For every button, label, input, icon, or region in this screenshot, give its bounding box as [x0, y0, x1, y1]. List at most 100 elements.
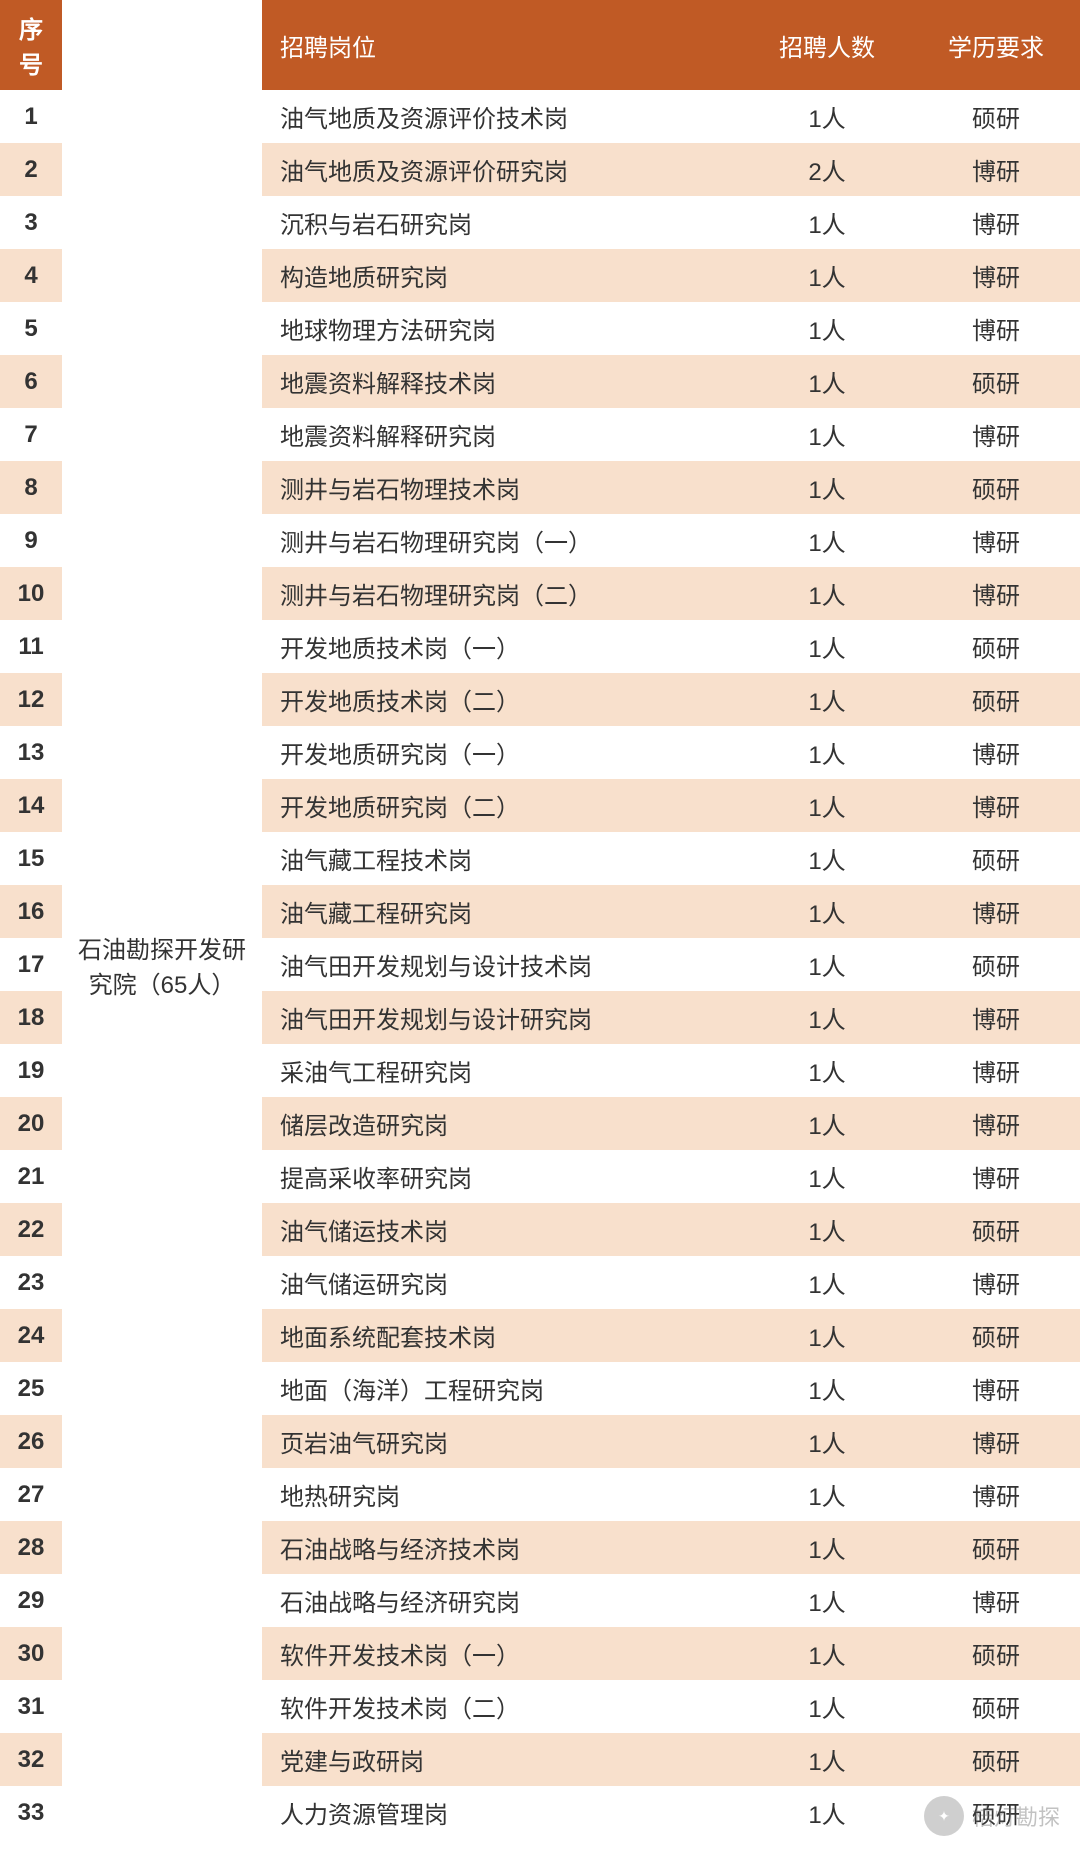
cell-number: 1人	[742, 832, 912, 885]
cell-index: 12	[0, 673, 62, 726]
cell-number: 1人	[742, 779, 912, 832]
cell-index: 22	[0, 1203, 62, 1256]
cell-position: 油气藏工程研究岗	[262, 885, 742, 938]
cell-index: 13	[0, 726, 62, 779]
cell-index: 9	[0, 514, 62, 567]
cell-position: 油气地质及资源评价技术岗	[262, 90, 742, 143]
cell-index: 16	[0, 885, 62, 938]
cell-position: 开发地质技术岗（二）	[262, 673, 742, 726]
cell-index: 14	[0, 779, 62, 832]
cell-number: 1人	[742, 90, 912, 143]
cell-index: 29	[0, 1574, 62, 1627]
cell-position: 油气储运技术岗	[262, 1203, 742, 1256]
cell-education: 博研	[912, 1574, 1080, 1627]
cell-number: 1人	[742, 355, 912, 408]
cell-education: 博研	[912, 1468, 1080, 1521]
cell-education: 博研	[912, 196, 1080, 249]
cell-index: 19	[0, 1044, 62, 1097]
cell-education: 硕研	[912, 1680, 1080, 1733]
cell-index: 2	[0, 143, 62, 196]
cell-position: 油气田开发规划与设计研究岗	[262, 991, 742, 1044]
cell-education: 硕研	[912, 1309, 1080, 1362]
cell-education: 博研	[912, 408, 1080, 461]
cell-number: 1人	[742, 938, 912, 991]
cell-position: 油气藏工程技术岗	[262, 832, 742, 885]
cell-number: 1人	[742, 514, 912, 567]
cell-education: 博研	[912, 1150, 1080, 1203]
cell-position: 石油战略与经济技术岗	[262, 1521, 742, 1574]
cell-position: 页岩油气研究岗	[262, 1415, 742, 1468]
cell-index: 18	[0, 991, 62, 1044]
cell-number: 1人	[742, 1786, 912, 1839]
cell-number: 1人	[742, 1256, 912, 1309]
cell-position: 地球物理方法研究岗	[262, 302, 742, 355]
cell-education: 硕研	[912, 1627, 1080, 1680]
cell-position: 测井与岩石物理研究岗（二）	[262, 567, 742, 620]
watermark: ✦ 桔灯勘探	[924, 1796, 1060, 1836]
cell-position: 开发地质研究岗（一）	[262, 726, 742, 779]
cell-education: 博研	[912, 249, 1080, 302]
cell-index: 5	[0, 302, 62, 355]
table-body: 1石油勘探开发研究院（65人）油气地质及资源评价技术岗1人硕研2油气地质及资源评…	[0, 90, 1080, 1839]
cell-position: 人力资源管理岗	[262, 1786, 742, 1839]
cell-position: 地面（海洋）工程研究岗	[262, 1362, 742, 1415]
cell-number: 1人	[742, 1362, 912, 1415]
cell-number: 1人	[742, 885, 912, 938]
cell-index: 24	[0, 1309, 62, 1362]
cell-position: 地热研究岗	[262, 1468, 742, 1521]
header-education: 学历要求	[912, 0, 1080, 90]
cell-education: 博研	[912, 726, 1080, 779]
cell-education: 硕研	[912, 938, 1080, 991]
cell-index: 30	[0, 1627, 62, 1680]
cell-position: 测井与岩石物理技术岗	[262, 461, 742, 514]
cell-number: 1人	[742, 1574, 912, 1627]
wechat-icon: ✦	[924, 1796, 964, 1836]
cell-position: 软件开发技术岗（一）	[262, 1627, 742, 1680]
cell-position: 采油气工程研究岗	[262, 1044, 742, 1097]
cell-index: 10	[0, 567, 62, 620]
cell-position: 开发地质技术岗（一）	[262, 620, 742, 673]
cell-number: 1人	[742, 620, 912, 673]
cell-index: 33	[0, 1786, 62, 1839]
cell-index: 32	[0, 1733, 62, 1786]
cell-index: 7	[0, 408, 62, 461]
cell-education: 博研	[912, 1044, 1080, 1097]
cell-position: 油气地质及资源评价研究岗	[262, 143, 742, 196]
header-position: 招聘岗位	[262, 0, 742, 90]
cell-education: 硕研	[912, 1203, 1080, 1256]
cell-education: 硕研	[912, 1521, 1080, 1574]
cell-number: 1人	[742, 1097, 912, 1150]
cell-index: 3	[0, 196, 62, 249]
cell-position: 地震资料解释技术岗	[262, 355, 742, 408]
cell-number: 1人	[742, 726, 912, 779]
cell-unit: 石油勘探开发研究院（65人）	[62, 90, 262, 1839]
cell-number: 1人	[742, 1733, 912, 1786]
cell-position: 石油战略与经济研究岗	[262, 1574, 742, 1627]
cell-index: 4	[0, 249, 62, 302]
cell-index: 8	[0, 461, 62, 514]
cell-position: 软件开发技术岗（二）	[262, 1680, 742, 1733]
cell-index: 23	[0, 1256, 62, 1309]
cell-number: 1人	[742, 1150, 912, 1203]
cell-number: 2人	[742, 143, 912, 196]
table-row: 1石油勘探开发研究院（65人）油气地质及资源评价技术岗1人硕研	[0, 90, 1080, 143]
cell-education: 博研	[912, 991, 1080, 1044]
cell-position: 党建与政研岗	[262, 1733, 742, 1786]
recruitment-table: 序号 招聘单位 招聘岗位 招聘人数 学历要求 1石油勘探开发研究院（65人）油气…	[0, 0, 1080, 1839]
cell-index: 11	[0, 620, 62, 673]
cell-number: 1人	[742, 1680, 912, 1733]
cell-index: 25	[0, 1362, 62, 1415]
cell-position: 开发地质研究岗（二）	[262, 779, 742, 832]
cell-education: 博研	[912, 1415, 1080, 1468]
cell-number: 1人	[742, 196, 912, 249]
cell-position: 油气储运研究岗	[262, 1256, 742, 1309]
cell-index: 28	[0, 1521, 62, 1574]
cell-position: 测井与岩石物理研究岗（一）	[262, 514, 742, 567]
cell-education: 博研	[912, 885, 1080, 938]
cell-position: 地面系统配套技术岗	[262, 1309, 742, 1362]
cell-education: 博研	[912, 143, 1080, 196]
cell-education: 博研	[912, 1362, 1080, 1415]
cell-index: 1	[0, 90, 62, 143]
cell-education: 硕研	[912, 461, 1080, 514]
cell-education: 硕研	[912, 1733, 1080, 1786]
